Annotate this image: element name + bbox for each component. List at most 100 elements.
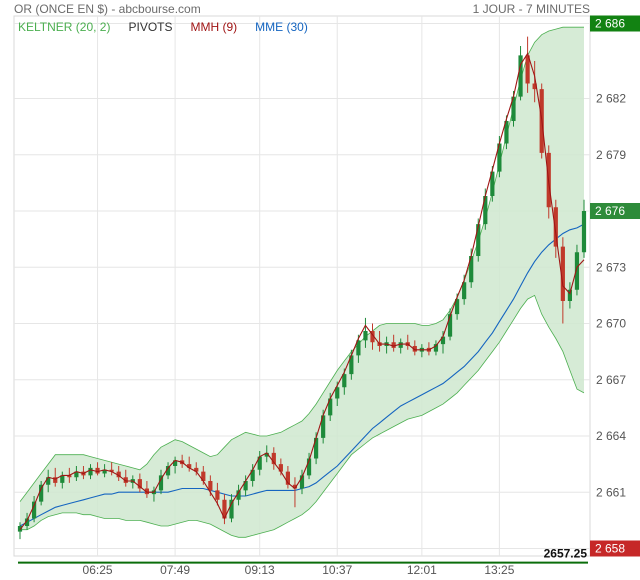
candle-body: [24, 518, 30, 526]
candle-body: [243, 481, 248, 491]
candle-body: [285, 471, 290, 485]
candle-body: [363, 331, 368, 341]
candle-body: [532, 83, 537, 90]
keltner-upper-line: [19, 26, 584, 502]
candle-body: [39, 484, 44, 502]
x-tick-label: 13:25: [484, 563, 514, 577]
candle-body: [553, 207, 558, 247]
legend-pivots[interactable]: PIVOTS: [128, 20, 173, 34]
candle-body: [497, 143, 502, 172]
candle-body: [116, 471, 121, 478]
candle-body: [574, 252, 580, 290]
candle-body: [525, 55, 530, 84]
candle-body: [504, 121, 509, 144]
x-tick-label: 10:37: [322, 563, 352, 577]
candle-body: [462, 282, 467, 300]
keltner-lower-line: [20, 294, 585, 538]
candle-body: [306, 458, 312, 476]
price-badge-last-text: 2 676: [595, 204, 625, 218]
candle-body: [328, 398, 333, 416]
candle-body: [187, 464, 192, 468]
pivot-value-label: 2657.25: [544, 547, 588, 561]
candle-body: [567, 289, 572, 301]
legend-mmh[interactable]: MMH (9): [190, 20, 238, 34]
candle-body: [356, 340, 361, 356]
price-badge-pivot-text: 2 658: [595, 542, 625, 556]
y-tick-label: 2 673: [596, 260, 626, 274]
candle-body: [158, 475, 164, 491]
candle-body: [447, 314, 453, 337]
candle-body: [314, 437, 319, 459]
candle-body: [391, 342, 396, 348]
candle-body: [32, 501, 37, 519]
candle-body: [264, 452, 269, 457]
candle-body: [349, 355, 354, 375]
candle-body: [123, 477, 128, 483]
candle-body: [215, 490, 220, 500]
price-badge-last: [590, 203, 640, 219]
x-tick-label: 12:01: [407, 563, 437, 577]
candle-body: [483, 196, 488, 225]
candle-body: [370, 331, 375, 343]
price-badge-top: [590, 15, 640, 32]
indicator-legend: KELTNER (20, 2) PIVOTS MMH (9) MME (30): [18, 20, 308, 34]
candle-body: [476, 224, 481, 256]
candle-body: [292, 484, 298, 489]
candle-body: [60, 475, 65, 483]
y-tick-label: 2 661: [596, 485, 626, 499]
candle-body: [271, 452, 276, 465]
candle-body: [102, 469, 107, 474]
candle-body: [581, 211, 587, 253]
legend-keltner[interactable]: KELTNER (20, 2): [18, 20, 111, 34]
y-tick-label: 2 667: [596, 373, 626, 387]
candle-body: [222, 499, 227, 519]
candle-body: [490, 171, 495, 196]
x-tick-label: 06:25: [83, 563, 113, 577]
candle-body: [236, 490, 241, 500]
candle-body: [88, 467, 93, 476]
candle-body: [95, 467, 100, 474]
x-tick-label: 07:49: [160, 563, 190, 577]
candle-body: [173, 460, 178, 466]
candle-body: [67, 475, 72, 478]
y-tick-label: 2 679: [596, 148, 626, 162]
candle-body: [53, 477, 58, 483]
candle-body: [257, 456, 262, 470]
top-bar: OR (ONCE EN $) - abcbourse.com 1 JOUR - …: [0, 0, 640, 18]
candle-body: [229, 499, 234, 519]
price-badge-top-text: 2 686: [595, 17, 625, 31]
x-tick-label: 09:13: [245, 563, 275, 577]
candle-body: [74, 471, 79, 478]
candle-body: [321, 415, 326, 438]
mmh-line: [19, 52, 585, 531]
candle-body: [433, 344, 439, 352]
candle-body: [194, 467, 199, 472]
candle-body: [278, 464, 283, 472]
candle-body: [201, 471, 206, 481]
price-badge-pivot: [590, 540, 640, 557]
candle-body: [398, 342, 403, 348]
period-label[interactable]: 1 JOUR - 7 MINUTES: [472, 2, 590, 16]
candle-body: [299, 475, 305, 489]
candle-body: [518, 55, 523, 97]
y-tick-label: 2 664: [596, 429, 626, 443]
candle-body: [144, 488, 149, 495]
candle-body: [342, 374, 347, 388]
y-tick-label: 2 682: [596, 92, 626, 106]
candle-body: [335, 387, 340, 399]
candle-body: [46, 477, 51, 485]
candle-body: [511, 96, 516, 121]
candle-body: [165, 466, 171, 476]
candle-body: [412, 346, 417, 352]
candle-body: [469, 256, 474, 283]
y-tick-label: 2 670: [596, 317, 626, 331]
candle-body: [137, 479, 142, 489]
candle-body: [109, 469, 114, 472]
instrument-title: OR (ONCE EN $) - abcbourse.com: [14, 2, 201, 16]
candle-body: [250, 469, 255, 481]
legend-mme[interactable]: MME (30): [255, 20, 308, 34]
candle-body: [560, 246, 565, 301]
candle-body: [208, 481, 213, 491]
candle-body: [455, 299, 460, 315]
